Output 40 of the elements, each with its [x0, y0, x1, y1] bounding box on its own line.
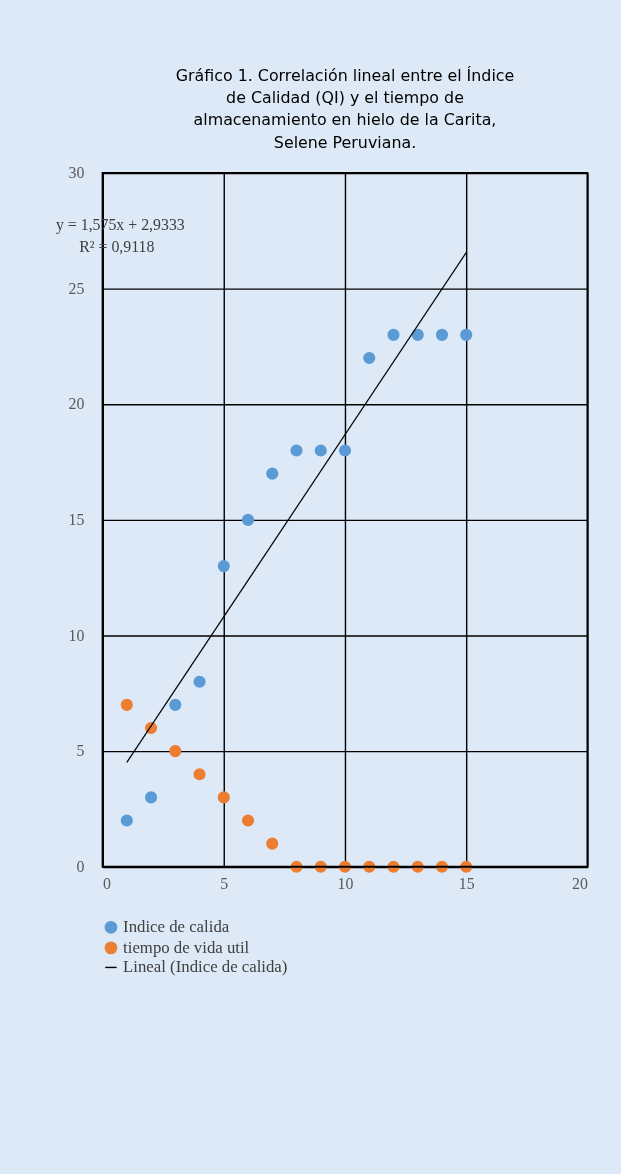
point	[411, 328, 424, 341]
text: almacenamiento en hielo de la Carita,	[193, 110, 497, 130]
y-tick-label: 30	[68, 164, 85, 182]
text: Gráfico 1. Correlación lineal entre el Índice	[175, 65, 515, 85]
x-tick-label: 15	[458, 874, 475, 892]
point	[387, 328, 400, 341]
point	[169, 698, 182, 711]
legend-label: Lineal (Indice de calida)	[123, 957, 288, 977]
point	[120, 698, 133, 711]
y-tick-label: 5	[76, 742, 85, 760]
text: Selene Peruviana.	[273, 132, 417, 152]
legend-label: Indice de calida	[123, 917, 230, 936]
x-tick-label: 10	[337, 874, 354, 892]
point	[266, 837, 279, 850]
point	[363, 351, 376, 365]
y-tick-label: 20	[68, 395, 85, 413]
text: de Calidad (QI) y el tiempo de	[226, 88, 464, 108]
point	[435, 328, 449, 341]
point	[241, 513, 255, 526]
point	[193, 768, 206, 781]
point	[144, 791, 158, 804]
legend-label: tiempo de vida util	[123, 937, 250, 957]
point	[217, 560, 230, 573]
y-tick-label: 0	[76, 857, 85, 875]
point	[290, 444, 303, 457]
point	[266, 467, 279, 480]
point	[314, 444, 327, 457]
point	[241, 814, 255, 827]
y-tick-label: 25	[68, 279, 85, 297]
point	[193, 675, 206, 688]
x-tick-label: 20	[572, 874, 588, 892]
x-tick-label: 0	[103, 874, 112, 892]
y-tick-label: 10	[68, 626, 85, 644]
y-tick-label: 15	[68, 510, 85, 528]
point	[217, 791, 230, 804]
point	[460, 328, 473, 341]
x-tick-label: 5	[220, 874, 229, 892]
point	[338, 444, 352, 457]
point	[169, 745, 182, 758]
point	[120, 814, 133, 827]
